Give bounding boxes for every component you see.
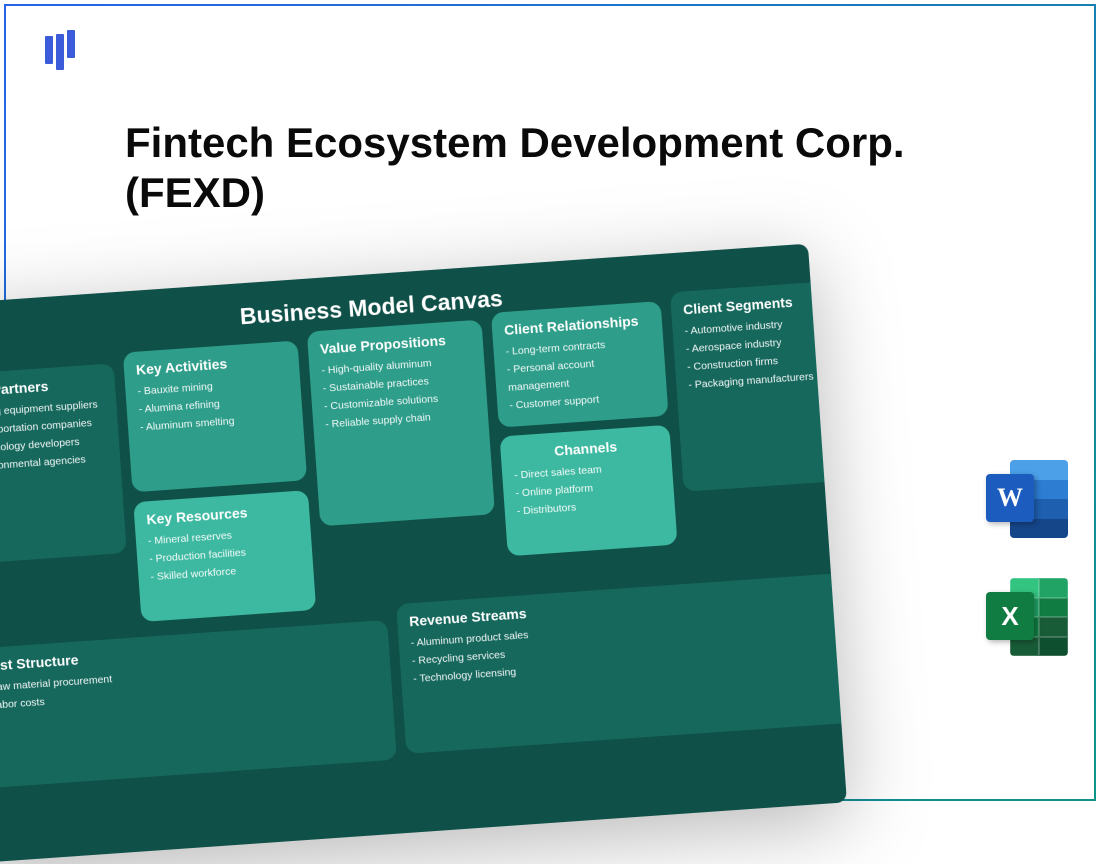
cell-list: Mining equipment suppliersTransportation… — [0, 396, 109, 477]
cell-list: Direct sales teamOnline platformDistribu… — [514, 457, 663, 521]
cell-list: Automotive industryAerospace industryCon… — [684, 313, 833, 394]
cell-key-activities: Key Activities Bauxite miningAlumina ref… — [123, 340, 307, 492]
cell-list: Mineral reservesProduction facilitiesSki… — [147, 523, 301, 587]
export-app-icons: W X — [986, 460, 1068, 656]
cell-value-propositions: Value Propositions High-quality aluminum… — [307, 320, 495, 527]
brand-logo-icon — [45, 30, 81, 70]
cell-heading: Key Partners — [0, 374, 103, 400]
business-model-canvas: Business Model Canvas Key Partners Minin… — [0, 244, 847, 864]
cell-revenue-streams: Revenue Streams Aluminum product salesRe… — [396, 572, 847, 754]
cell-key-resources: Key Resources Mineral reservesProduction… — [133, 490, 316, 622]
cell-heading: Client Segments — [683, 291, 828, 317]
canvas-grid: Key Partners Mining equipment suppliersT… — [0, 305, 832, 843]
cell-cost-structure: Cost Structure Raw material procurementL… — [0, 620, 397, 789]
cell-key-partners: Key Partners Mining equipment suppliersT… — [0, 363, 127, 564]
cell-channels: Channels Direct sales teamOnline platfor… — [500, 425, 678, 557]
cell-list: Bauxite miningAlumina refiningAluminum s… — [137, 373, 291, 437]
excel-icon[interactable]: X — [986, 578, 1068, 656]
page-title: Fintech Ecosystem Development Corp. (FEX… — [125, 118, 1020, 219]
cell-list: Long-term contractsPersonal account mana… — [505, 334, 656, 415]
word-letter: W — [986, 474, 1034, 522]
cell-client-relationships: Client Relationships Long-term contracts… — [491, 301, 669, 428]
cell-heading: Channels — [512, 436, 659, 462]
excel-letter: X — [986, 592, 1034, 640]
cell-heading: Client Relationships — [504, 312, 651, 338]
word-icon[interactable]: W — [986, 460, 1068, 538]
cell-list: High-quality aluminumSustainable practic… — [321, 352, 477, 434]
